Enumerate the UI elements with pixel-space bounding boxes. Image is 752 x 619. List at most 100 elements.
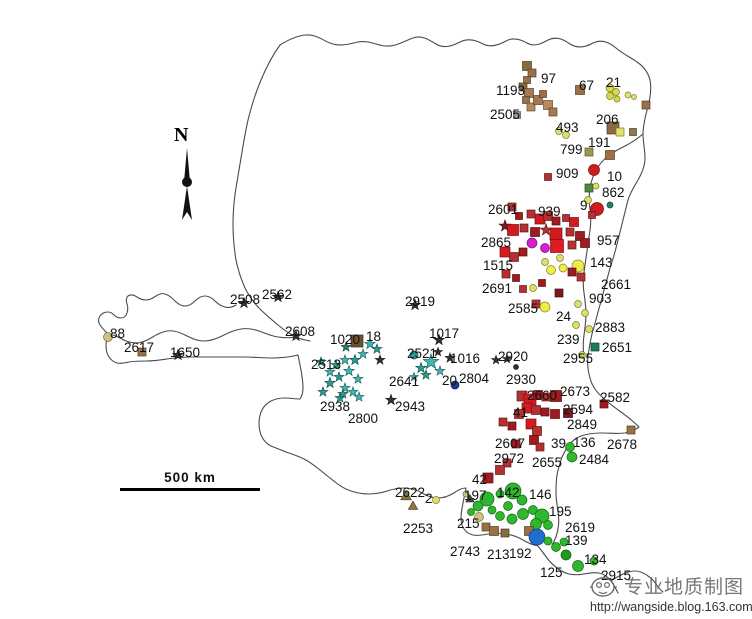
map-marker-circle (504, 482, 522, 500)
map-marker-square (527, 68, 537, 78)
map-marker-circle (516, 494, 528, 506)
map-marker-circle (566, 451, 578, 463)
map-marker-star (317, 385, 329, 397)
map-marker-circle (513, 364, 519, 370)
map-label-20: 20 (442, 373, 458, 388)
map-label-215: 215 (457, 516, 480, 531)
map-marker-square (530, 227, 540, 237)
map-marker-square (512, 274, 520, 282)
map-marker-circle (631, 94, 637, 100)
map-label-2804: 2804 (459, 371, 490, 386)
map-marker-square (518, 82, 528, 92)
map-label-21: 21 (606, 75, 622, 90)
map-marker-star (501, 353, 513, 364)
map-marker-circle (572, 321, 580, 329)
map-marker-star (347, 385, 359, 397)
map-marker-square (605, 150, 615, 160)
map-marker-square (498, 417, 508, 427)
watermark-url[interactable]: http://wangside.blog.163.com/ (590, 600, 752, 614)
map-marker-square (507, 224, 519, 236)
map-label-862: 862 (602, 185, 625, 200)
map-marker-square (137, 347, 147, 357)
map-marker-circle (517, 508, 529, 520)
map-label-2508: 2508 (230, 292, 261, 307)
map-marker-square (533, 95, 543, 105)
map-label-2617: 2617 (124, 340, 155, 355)
map-marker-circle (540, 243, 550, 253)
map-label-2883: 2883 (595, 320, 626, 335)
map-marker-square (590, 342, 600, 352)
map-marker-star (434, 364, 446, 376)
map-label-10: 10 (607, 169, 623, 184)
north-arrow-letter: N (174, 124, 189, 146)
map-label-197: 197 (464, 488, 487, 503)
map-label-1650: 1650 (170, 345, 201, 360)
map-marker-circle (556, 254, 564, 262)
map-label-2661: 2661 (601, 277, 632, 292)
map-label-239: 239 (557, 332, 580, 347)
watermark: 专业地质制图 http://wangside.blog.163.com/ (590, 572, 752, 619)
map-marker-square (563, 408, 573, 418)
map-marker-square (549, 227, 563, 241)
map-marker-square (544, 173, 552, 181)
map-marker-square (641, 100, 651, 110)
map-marker-star (444, 351, 456, 363)
map-marker-star (337, 387, 349, 399)
map-marker-square (629, 128, 637, 136)
map-label-1017: 1017 (429, 326, 460, 341)
map-marker-circle (541, 258, 549, 266)
map-label-2608: 2608 (285, 324, 316, 339)
map-marker-star (352, 372, 364, 384)
map-marker-star (339, 353, 351, 365)
map-marker-circle (467, 508, 475, 516)
map-marker-square (562, 214, 570, 222)
map-label-2651: 2651 (602, 340, 633, 355)
map-label-2622: 2622 (395, 485, 426, 500)
map-label-2660: 2660 (527, 388, 558, 403)
map-marker-circle (409, 350, 419, 360)
map-marker-square (526, 102, 536, 112)
map-marker-square (576, 272, 586, 282)
map-marker-circle (495, 511, 505, 521)
map-label-2641: 2641 (389, 374, 420, 389)
map-marker-circle (472, 500, 484, 512)
map-label-2849: 2849 (567, 417, 598, 432)
map-label-139: 139 (565, 533, 588, 548)
map-marker-circle (559, 537, 569, 547)
map-label-2513: 2513 (311, 357, 342, 372)
map-marker-circle (588, 164, 600, 176)
map-marker-square (543, 211, 553, 221)
map-marker-square (584, 147, 594, 157)
map-marker-star (408, 298, 422, 311)
map-label-213: 213 (487, 547, 510, 562)
map-marker-circle (605, 83, 615, 93)
map-marker-circle (572, 560, 584, 572)
map-label-136: 136 (573, 435, 596, 450)
map-marker-circle (584, 196, 592, 204)
map-marker-star (333, 370, 345, 382)
map-label-2920: 2920 (498, 349, 529, 364)
map-marker-square (551, 216, 561, 226)
map-marker-circle (528, 505, 538, 515)
map-marker-square (514, 409, 524, 419)
map-marker-square (543, 100, 553, 110)
map-marker-circle (574, 300, 582, 308)
map-marker-star (414, 361, 428, 374)
map-marker-square (500, 528, 510, 538)
map-marker-square (575, 85, 585, 95)
map-label-2619: 2619 (565, 520, 596, 535)
map-marker-star (432, 333, 446, 346)
map-marker-square (529, 435, 539, 445)
map-marker-square (482, 472, 494, 484)
map-marker-square (588, 211, 596, 219)
map-label-39: 39 (551, 436, 567, 451)
map-marker-square (539, 90, 547, 98)
map-label-957: 957 (597, 233, 620, 248)
map-marker-square (350, 334, 364, 348)
map-marker-circle (487, 505, 497, 515)
map-marker-circle (539, 301, 551, 313)
map-marker-star (420, 368, 432, 380)
north-arrow: N (168, 124, 208, 224)
